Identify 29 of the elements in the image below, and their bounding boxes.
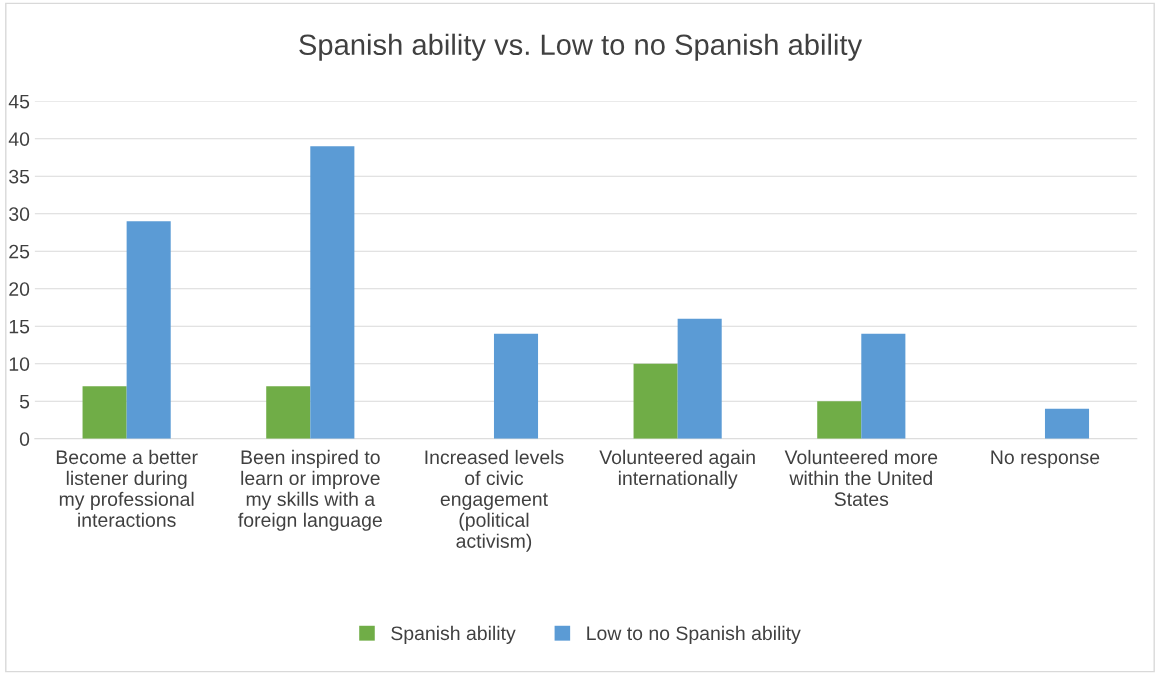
- y-tick-label: 30: [9, 207, 30, 221]
- x-tick-label: No response: [991, 450, 1100, 468]
- y-tick-label: 15: [9, 319, 30, 334]
- x-tick-label: Become a better listener during my professional interactions: [56, 449, 198, 527]
- legend-label: Low to no Spanish ability: [587, 625, 801, 644]
- bar: [633, 363, 678, 439]
- y-tick-label: 25: [9, 244, 30, 259]
- legend-label: Spanish ability: [391, 625, 516, 644]
- y-tick-label: 20: [9, 282, 30, 296]
- bar: [126, 221, 171, 439]
- bar: [266, 386, 311, 439]
- y-tick-label: 45: [8, 94, 30, 109]
- y-tick-label: 35: [9, 169, 30, 184]
- bar: [493, 333, 539, 439]
- bar: [677, 318, 722, 439]
- y-tick-label: 40: [8, 132, 30, 146]
- bar: [82, 386, 127, 439]
- x-tick-label: Volunteered again internationally: [599, 449, 755, 489]
- chart-title: Spanish ability vs. Low to no Spanish ability: [299, 33, 863, 61]
- y-tick-label: 10: [9, 357, 30, 371]
- bar: [817, 401, 862, 439]
- bar: [861, 333, 906, 439]
- bar: [1044, 408, 1090, 439]
- bar: [310, 146, 355, 439]
- x-tick-label: Been inspired to learn or improve my skills with a foreign language: [238, 449, 382, 531]
- x-tick-label: Volunteered more within the United States: [784, 449, 938, 507]
- x-tick-label: Increased levels of civic engagement (political activism): [425, 449, 564, 552]
- y-tick-label: 5: [19, 394, 30, 409]
- y-tick-label: 0: [19, 432, 30, 446]
